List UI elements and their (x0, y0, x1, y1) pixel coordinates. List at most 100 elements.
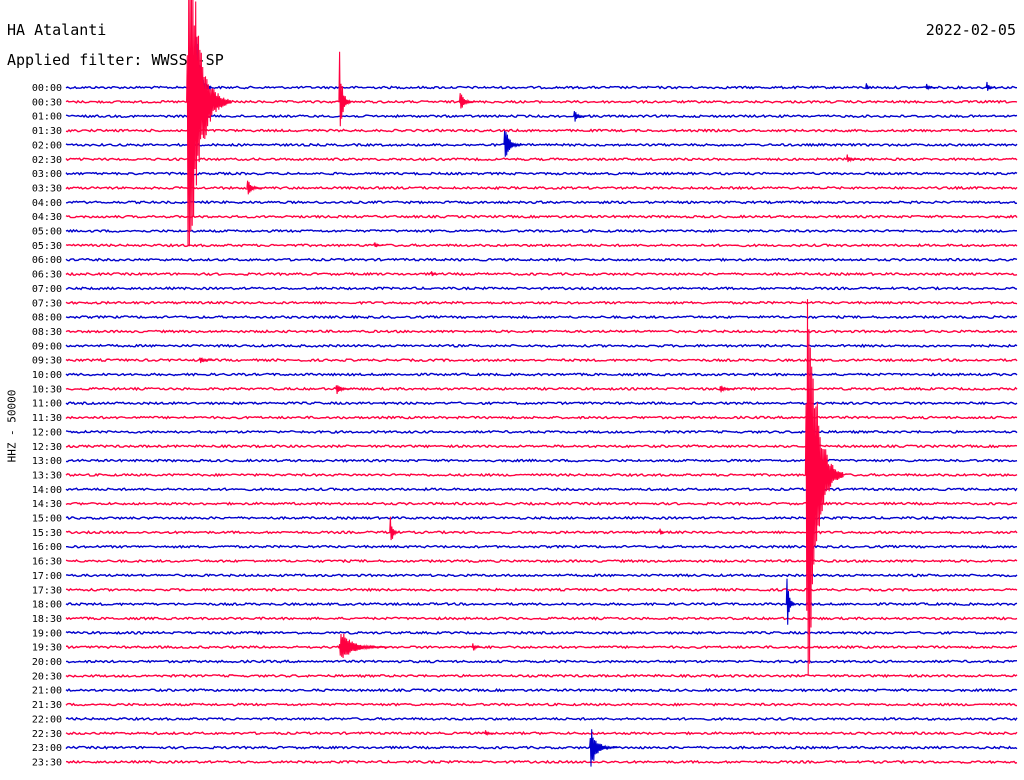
trace-row (65, 630, 1018, 636)
trace-row (65, 128, 1018, 133)
station-title: HA Atalanti (7, 21, 107, 39)
seismic-event (503, 130, 524, 157)
seismic-event (865, 83, 873, 90)
trace-row (65, 730, 1018, 736)
row-time-label: 06:30 (32, 270, 62, 281)
trace-row (65, 372, 1018, 377)
trace-row (65, 601, 1018, 607)
trace-row (65, 171, 1018, 176)
trace-row (65, 271, 1018, 277)
row-time-label: 19:00 (32, 628, 62, 639)
trace-row (65, 659, 1018, 664)
row-time-label: 22:30 (32, 729, 62, 740)
seismic-event (335, 385, 352, 395)
row-time-label: 13:00 (32, 456, 62, 467)
row-time-label: 03:00 (32, 169, 62, 180)
trace-row (65, 113, 1018, 119)
row-time-label: 20:30 (32, 671, 62, 682)
row-time-label: 13:30 (32, 470, 62, 481)
trace-row (65, 673, 1018, 679)
seismic-event (589, 729, 618, 767)
trace-row (65, 243, 1018, 248)
row-time-label: 12:00 (32, 427, 62, 438)
seismic-event (785, 578, 796, 625)
seismic-event (246, 180, 263, 195)
seismic-event (198, 357, 215, 364)
trace-row (65, 444, 1018, 449)
row-time-label: 20:00 (32, 657, 62, 668)
seismic-event (719, 385, 736, 393)
seismic-event (658, 528, 666, 535)
row-time-label: 07:00 (32, 284, 62, 295)
trace-row (65, 688, 1018, 693)
seismic-event (804, 299, 844, 676)
trace-row (65, 257, 1018, 262)
trace-row (65, 314, 1018, 320)
trace-row (65, 401, 1018, 406)
trace-row (65, 286, 1018, 291)
trace-row (65, 458, 1018, 463)
row-time-label: 15:00 (32, 514, 62, 525)
trace-row (65, 386, 1018, 392)
seismic-event (573, 111, 587, 122)
trace-row (65, 759, 1018, 765)
trace-row (65, 357, 1018, 363)
row-time-label: 07:30 (32, 298, 62, 309)
row-time-label: 19:30 (32, 643, 62, 654)
seismic-event (846, 154, 860, 163)
filter-label: Applied filter: WWSSN-SP (7, 51, 224, 69)
trace-row (65, 716, 1018, 722)
row-time-label: 05:30 (32, 241, 62, 252)
row-time-label: 03:30 (32, 183, 62, 194)
row-time-label: 18:30 (32, 614, 62, 625)
trace-row (65, 415, 1018, 420)
seismic-event (925, 83, 936, 91)
row-time-label: 21:30 (32, 700, 62, 711)
row-time-label: 12:30 (32, 442, 62, 453)
seismic-event (389, 516, 400, 541)
row-time-label: 09:30 (32, 356, 62, 367)
row-time-label: 10:30 (32, 384, 62, 395)
seismic-event (373, 241, 383, 248)
trace-row (65, 185, 1018, 191)
row-time-label: 09:00 (32, 341, 62, 352)
trace-row (65, 157, 1018, 162)
row-time-label: 01:30 (32, 126, 62, 137)
row-time-label: 01:00 (32, 112, 62, 123)
row-time-label: 23:30 (32, 757, 62, 768)
seismic-traces (65, 0, 1018, 767)
seismic-event (186, 0, 232, 247)
row-time-label: 05:00 (32, 227, 62, 238)
trace-row (65, 214, 1018, 219)
trace-row (65, 530, 1018, 535)
row-time-label: 08:30 (32, 327, 62, 338)
trace-row (65, 142, 1018, 148)
trace-row (65, 343, 1018, 349)
trace-row (65, 472, 1018, 478)
seismic-event (458, 93, 476, 109)
seismic-event (471, 643, 482, 651)
row-time-label: 04:30 (32, 212, 62, 223)
seismic-event (430, 271, 438, 277)
seismic-event (484, 730, 495, 737)
trace-row (65, 616, 1018, 621)
row-time-label: 10:00 (32, 370, 62, 381)
row-time-label: 00:00 (32, 83, 62, 94)
row-time-label: 11:30 (32, 413, 62, 424)
date-label: 2022-02-05 (925, 21, 1016, 39)
row-time-label: 14:00 (32, 485, 62, 496)
trace-row (65, 501, 1018, 506)
row-time-labels: 00:00 00:30 01:00 01:30 02:00 02:30 03:00 03:30… (32, 83, 62, 768)
trace-row (65, 228, 1018, 234)
trace-row (65, 429, 1018, 435)
seismic-event (985, 81, 996, 91)
trace-row (65, 329, 1018, 334)
row-time-label: 02:00 (32, 140, 62, 151)
row-time-label: 02:30 (32, 155, 62, 166)
trace-row (65, 745, 1018, 750)
row-time-label: 00:30 (32, 97, 62, 108)
row-time-label: 18:00 (32, 600, 62, 611)
trace-row (65, 587, 1018, 593)
row-time-label: 17:00 (32, 571, 62, 582)
